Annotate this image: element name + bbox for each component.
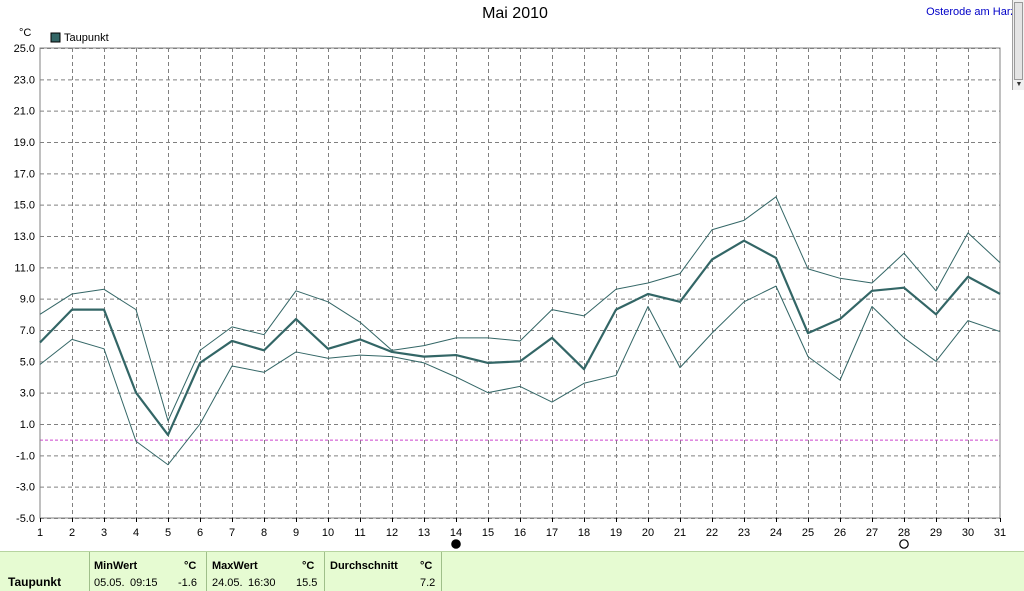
avg-value: 7.2 — [420, 577, 436, 589]
full-moon-icon — [899, 539, 909, 549]
axis-layer — [39, 47, 1001, 522]
dewpoint-chart: 25.023.021.019.017.015.013.011.09.07.05.… — [14, 27, 1006, 549]
y-tick-label: 1.0 — [20, 419, 35, 431]
location-label: Osterode am Harz — [926, 6, 1016, 18]
max-unit: °C — [302, 560, 315, 572]
min-header: MinWert — [94, 560, 138, 572]
y-tick-label: 13.0 — [14, 231, 35, 243]
x-tick-label: 7 — [229, 527, 235, 539]
x-tick-label: 6 — [197, 527, 203, 539]
x-tick-label: 21 — [674, 527, 686, 539]
y-tick-label: 15.0 — [14, 200, 35, 212]
x-tick-label: 19 — [610, 527, 622, 539]
chart-title: Mai 2010 — [482, 5, 548, 22]
y-tick-label: 19.0 — [14, 137, 35, 149]
y-tick-label: -5.0 — [16, 513, 35, 525]
avg-unit: °C — [420, 560, 433, 572]
x-tick-label: 5 — [165, 527, 171, 539]
avg-header: Durchschnitt — [330, 560, 398, 572]
x-tick-label: 29 — [930, 527, 942, 539]
x-tick-label: 24 — [770, 527, 782, 539]
stats-row-label: Taupunkt — [8, 575, 62, 589]
x-tick-label: 14 — [450, 527, 462, 539]
x-tick-label: 9 — [293, 527, 299, 539]
x-tick-label: 15 — [482, 527, 494, 539]
new-moon-icon — [451, 539, 461, 549]
x-tick-label: 28 — [898, 527, 910, 539]
series-maximum-line — [39, 196, 1001, 422]
y-tick-label: 11.0 — [14, 262, 35, 274]
vertical-scrollbar[interactable]: ▼ — [1012, 0, 1024, 90]
x-tick-label: 18 — [578, 527, 590, 539]
x-tick-label: 30 — [962, 527, 974, 539]
scrollbar-thumb[interactable] — [1014, 2, 1023, 80]
max-time: 16:30 — [248, 577, 276, 589]
x-tick-label: 23 — [738, 527, 750, 539]
statistics-bar: Taupunkt MinWert °C 05.05. 09:15 -1.6 Ma… — [0, 551, 1024, 591]
series-minimum-line — [39, 285, 1001, 466]
x-tick-label: 2 — [69, 527, 75, 539]
x-tick-label: 13 — [418, 527, 430, 539]
x-tick-label: 8 — [261, 527, 267, 539]
x-tick-label: 22 — [706, 527, 718, 539]
min-value: -1.6 — [178, 577, 197, 589]
x-tick-label: 3 — [101, 527, 107, 539]
x-tick-label: 27 — [866, 527, 878, 539]
min-unit: °C — [184, 560, 197, 572]
max-date: 24.05. — [212, 577, 243, 589]
x-tick-label: 4 — [133, 527, 139, 539]
y-tick-label: 5.0 — [20, 356, 35, 368]
grid-layer — [40, 48, 1000, 519]
y-tick-label: -1.0 — [16, 450, 35, 462]
max-value: 15.5 — [296, 577, 318, 589]
y-tick-label: 3.0 — [20, 388, 35, 400]
x-tick-label: 25 — [802, 527, 814, 539]
min-time: 09:15 — [130, 577, 158, 589]
y-tick-label: 21.0 — [14, 106, 35, 118]
max-header: MaxWert — [212, 560, 258, 572]
x-tick-label: 17 — [546, 527, 558, 539]
x-tick-label: 11 — [354, 527, 365, 539]
legend-swatch — [50, 32, 61, 43]
y-tick-label: 17.0 — [14, 168, 35, 180]
series-layer — [39, 196, 1001, 466]
x-tick-label: 31 — [994, 527, 1006, 539]
y-tick-label: -3.0 — [16, 482, 35, 494]
legend-label: Taupunkt — [64, 32, 109, 44]
min-date: 05.05. — [94, 577, 125, 589]
x-tick-label: 20 — [642, 527, 654, 539]
y-tick-label: 9.0 — [20, 294, 35, 306]
y-axis-unit: °C — [19, 27, 31, 39]
x-tick-label: 26 — [834, 527, 846, 539]
x-tick-label: 12 — [386, 527, 398, 539]
y-tick-label: 23.0 — [14, 74, 35, 86]
x-tick-label: 1 — [37, 527, 43, 539]
label-layer: 25.023.021.019.017.015.013.011.09.07.05.… — [14, 27, 1006, 549]
scroll-down-arrow-icon[interactable]: ▼ — [1015, 81, 1023, 88]
y-tick-label: 25.0 — [14, 43, 35, 55]
x-tick-label: 10 — [322, 527, 334, 539]
series-average-line — [39, 239, 1001, 437]
y-tick-label: 7.0 — [20, 325, 35, 337]
x-tick-label: 16 — [514, 527, 526, 539]
